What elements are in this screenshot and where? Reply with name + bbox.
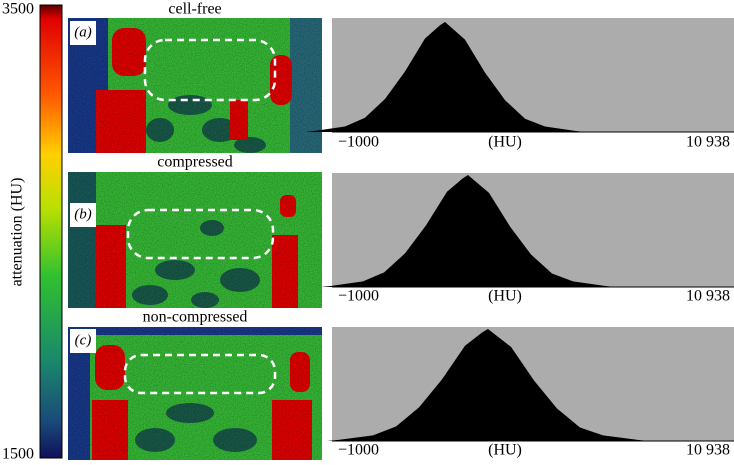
panel-tag: (a)	[74, 24, 92, 40]
panel-title: compressed	[157, 154, 233, 171]
hist-x-label: (HU)	[488, 288, 522, 305]
panel-tag: (b)	[74, 206, 92, 222]
hist-x-min: −1000	[338, 442, 379, 459]
hist-x-label: (HU)	[488, 442, 522, 459]
colorbar-min: 1500	[2, 446, 34, 463]
hist-x-min: −1000	[338, 134, 379, 151]
hist-x-label: (HU)	[488, 134, 522, 151]
hist-x-max: 10 938	[686, 134, 730, 151]
panel-tag: (c)	[75, 332, 92, 348]
panel-title: non-compressed	[143, 309, 248, 326]
colorbar-label: attenuation (HU)	[9, 178, 26, 287]
hist-x-max: 10 938	[686, 288, 730, 305]
colorbar-max: 3500	[2, 1, 34, 18]
micro-ct-image	[68, 18, 322, 153]
colorbar	[39, 4, 63, 459]
hist-x-min: −1000	[338, 288, 379, 305]
hist-x-max: 10 938	[686, 442, 730, 459]
micro-ct-image	[68, 327, 322, 460]
micro-ct-image	[68, 172, 322, 308]
panel-title: cell-free	[168, 1, 221, 18]
